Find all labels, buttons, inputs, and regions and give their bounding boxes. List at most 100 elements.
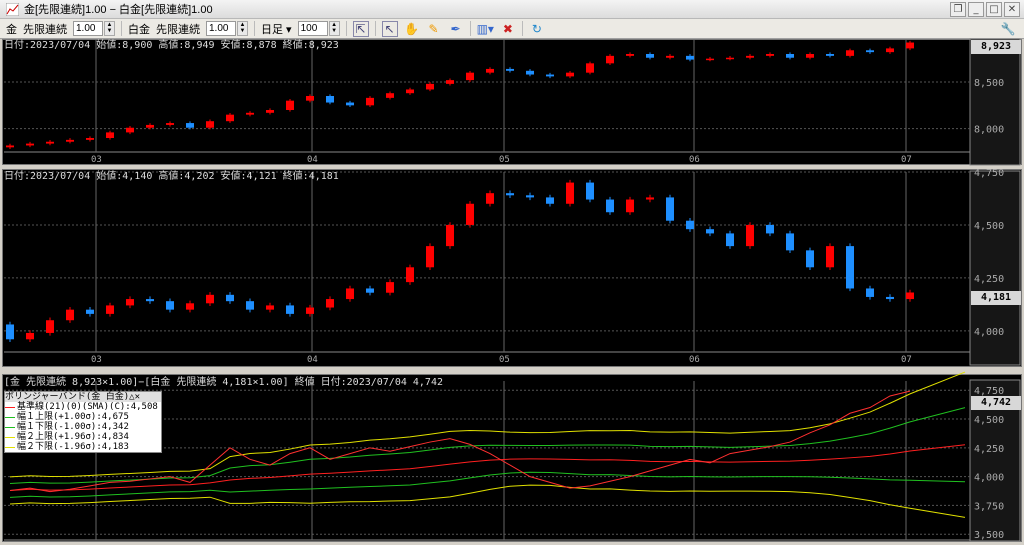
candle-down (546, 197, 554, 204)
divider (469, 21, 471, 36)
legend-item: 幅１上限(+1.00σ):4,675 (17, 412, 129, 422)
x-tick-label: 06 (689, 155, 700, 165)
price-axis (969, 38, 1021, 166)
delete-icon[interactable]: ✖ (502, 21, 513, 36)
y-tick-label: 4,000 (974, 327, 1004, 338)
candle-down (806, 250, 814, 268)
bollinger-mid-line (9, 444, 966, 491)
multiplier1-spinner[interactable]: ▲ ▼ (104, 21, 115, 36)
hand-icon[interactable]: ✋ (404, 21, 420, 36)
legend-item: 幅２下限(-1.96σ):4,183 (17, 442, 129, 452)
candle-up (266, 305, 274, 310)
y-tick-label: 4,000 (974, 473, 1004, 484)
candle-down (866, 50, 874, 53)
candle-down (286, 305, 294, 314)
spread-last-value: 4,742 (971, 396, 1021, 410)
maximize-icon[interactable]: □ (986, 2, 1002, 17)
gold-price-panel[interactable] (2, 39, 1022, 165)
candle-up (386, 93, 394, 98)
period-dropdown[interactable]: 日足 ▾ (261, 23, 292, 36)
legend-collapse-icon[interactable]: △ (129, 392, 135, 402)
candle-up (346, 288, 354, 300)
candle-up (286, 100, 294, 110)
legend-swatch (5, 426, 15, 428)
candle-up (26, 332, 34, 340)
candle-up (406, 89, 414, 94)
candle-up (426, 246, 434, 268)
platinum-ohlc-header: 日付:2023/07/04 始値:4,140 高値:4,202 安値:4,121… (4, 171, 339, 182)
divider (521, 21, 523, 36)
spread-line (9, 390, 911, 493)
legend-swatch (5, 406, 15, 408)
candle-up (46, 141, 54, 144)
multiplier1-input[interactable]: 1.00 (73, 21, 103, 36)
y-tick-label: 4,500 (974, 221, 1004, 232)
bar-chart-icon[interactable]: ▥▾ (476, 21, 494, 36)
legend-swatch (5, 446, 15, 448)
y-tick-label: 4,250 (974, 444, 1004, 455)
window-title: 金[先限連続]1.00 − 白金[先限連続]1.00 (24, 4, 213, 16)
x-tick-label: 06 (689, 355, 700, 365)
candle-up (406, 267, 414, 283)
y-tick-label: 3,500 (974, 530, 1004, 541)
candle-up (306, 307, 314, 314)
candle-up (746, 55, 754, 58)
candle-down (866, 288, 874, 297)
bollinger-upper2-line (9, 371, 966, 478)
candle-up (466, 72, 474, 81)
y-tick-label: 8,500 (974, 78, 1004, 89)
candle-down (766, 224, 774, 234)
legend-item: 基準線(21)(0)(SMA)(C):4,508 (17, 402, 158, 412)
close-icon[interactable]: ✕ (1004, 2, 1020, 17)
candle-up (626, 199, 634, 213)
candle-down (886, 296, 894, 300)
candle-up (226, 114, 234, 122)
candle-up (846, 50, 854, 56)
minimize-icon[interactable]: _ (968, 2, 984, 17)
x-tick-label: 07 (901, 155, 912, 165)
candle-up (106, 132, 114, 138)
candle-down (826, 54, 834, 56)
restore-icon[interactable]: ❐ (950, 2, 966, 17)
candle-up (586, 63, 594, 73)
candle-up (566, 182, 574, 204)
candle-up (86, 138, 94, 140)
pencil-icon[interactable]: ✎ (428, 21, 439, 36)
candle-up (306, 96, 314, 101)
pointer-icon[interactable]: ↖ (381, 20, 398, 37)
y-tick-label: 8,000 (974, 125, 1004, 136)
candle-up (326, 299, 334, 308)
x-tick-label: 04 (307, 355, 318, 365)
candle-up (146, 124, 154, 128)
bar-count-spinner[interactable]: ▲ ▼ (328, 21, 340, 36)
crosshair-icon[interactable]: ⇱ (352, 20, 369, 37)
candle-up (126, 299, 134, 306)
candle-up (366, 97, 374, 106)
symbol1-label: 金 (6, 23, 17, 36)
period-value: 日足 (261, 23, 283, 36)
candle-up (206, 294, 214, 304)
candle-up (46, 320, 54, 333)
legend-item: 幅２上限(+1.96σ):4,834 (17, 432, 129, 442)
candle-up (746, 224, 754, 247)
y-tick-label: 4,250 (974, 274, 1004, 285)
candle-down (186, 123, 194, 128)
multiplier2-spinner[interactable]: ▲ ▼ (237, 21, 248, 36)
legend-close-icon[interactable]: ✕ (134, 392, 141, 402)
contract1-label: 先限連続 (23, 23, 67, 36)
refresh-icon[interactable]: ↻ (531, 21, 542, 36)
divider (121, 21, 122, 36)
candle-up (266, 110, 274, 113)
candle-up (486, 68, 494, 73)
y-tick-label: 4,500 (974, 415, 1004, 426)
bar-count-input[interactable]: 100 (297, 21, 328, 36)
bollinger-legend: ボリンジャーバンド(金 白金) △ ✕ 基準線(21)(0)(SMA)(C):4,5… (4, 391, 162, 453)
pen-icon[interactable]: ✒ (450, 21, 461, 36)
multiplier2-input[interactable]: 1.00 (206, 21, 236, 36)
legend-item: 幅１下限(-1.00σ):4,342 (17, 422, 129, 432)
candle-down (246, 301, 254, 310)
candle-up (446, 224, 454, 247)
settings-icon[interactable]: 🔧 (1000, 21, 1016, 36)
candle-up (446, 80, 454, 84)
symbol2-label: 白金 (128, 23, 150, 36)
